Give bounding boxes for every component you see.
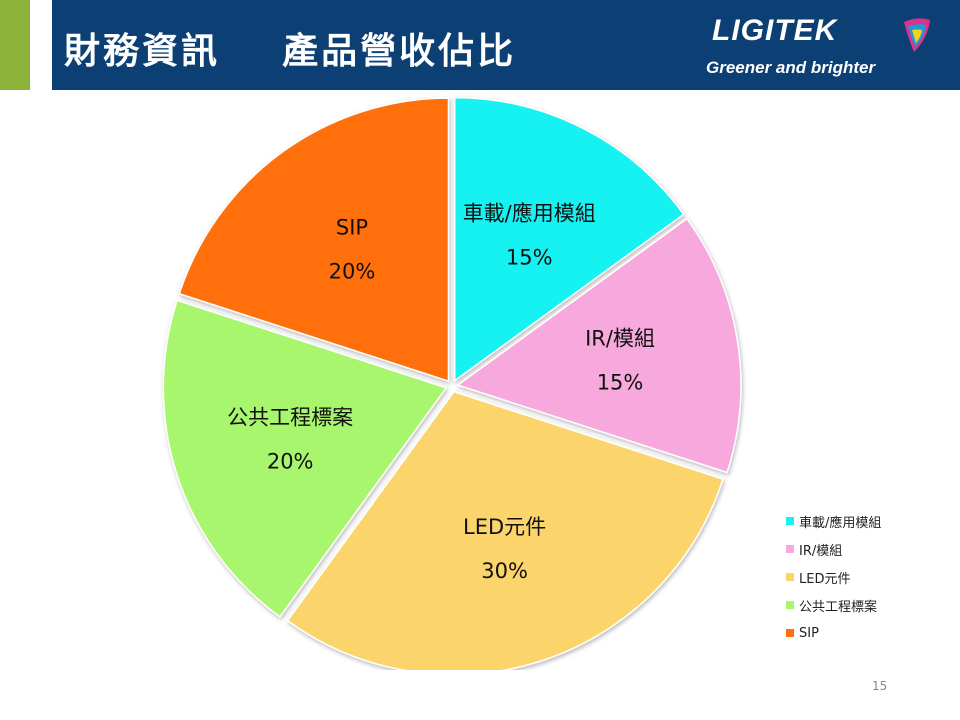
pie-slice-0 xyxy=(453,96,685,383)
legend-swatch-2 xyxy=(786,573,794,581)
slice-value-3: 20% xyxy=(267,450,314,474)
legend-item-2: LED元件 xyxy=(786,563,881,591)
logo-tagline: Greener and brighter xyxy=(706,58,876,77)
company-logo: LIGITEK Greener and brighter xyxy=(706,12,936,82)
legend-label-0: 車載/應用模組 xyxy=(799,515,882,531)
legend-label-4: SIP xyxy=(799,625,819,641)
legend-swatch-4 xyxy=(786,629,794,637)
slice-value-1: 15% xyxy=(597,370,644,394)
slice-label-2: LED元件 xyxy=(463,515,546,539)
legend-item-1: IR/模組 xyxy=(786,535,881,563)
slice-value-2: 30% xyxy=(481,559,528,583)
legend-item-4: SIP xyxy=(786,619,881,647)
legend-swatch-3 xyxy=(786,601,794,609)
pie-chart: 車載/應用模組 15% IR/模組 15% LED元件 30% 公共工程標案 20% SIP 20… xyxy=(162,96,742,670)
legend-label-1: IR/模組 xyxy=(799,543,843,559)
logo-text: LIGITEK xyxy=(712,14,838,47)
page-title: 財務資訊 產品營收佔比 xyxy=(64,31,517,72)
logo-leaf-icon xyxy=(904,18,930,52)
chart-legend: 車載/應用模組 IR/模組 LED元件公共工程標案 SIP xyxy=(786,507,881,647)
slice-label-0: 車載/應用模組 xyxy=(463,201,596,225)
pie-slice-4 xyxy=(178,97,450,383)
legend-label-3: 公共工程標案 xyxy=(799,599,878,615)
pie-slice-1 xyxy=(456,217,742,474)
header-bar: 財務資訊 產品營收佔比 LIGITEK Greener and brighter xyxy=(52,0,960,90)
pie-slice-2 xyxy=(286,390,724,670)
slice-label-4: SIP xyxy=(336,215,368,239)
slice-value-4: 20% xyxy=(329,259,376,283)
pie-slice-3 xyxy=(162,299,448,618)
legend-item-0: 車載/應用模組 xyxy=(786,507,881,535)
slice-label-3: 公共工程標案 xyxy=(227,406,353,430)
legend-item-3: 公共工程標案 xyxy=(786,591,881,619)
page-number: 15 xyxy=(872,679,888,693)
legend-swatch-0 xyxy=(786,517,794,525)
legend-label-2: LED元件 xyxy=(799,571,851,587)
accent-bar xyxy=(0,0,30,90)
legend-swatch-1 xyxy=(786,545,794,553)
slice-label-1: IR/模組 xyxy=(585,326,655,350)
slice-value-0: 15% xyxy=(506,245,553,269)
